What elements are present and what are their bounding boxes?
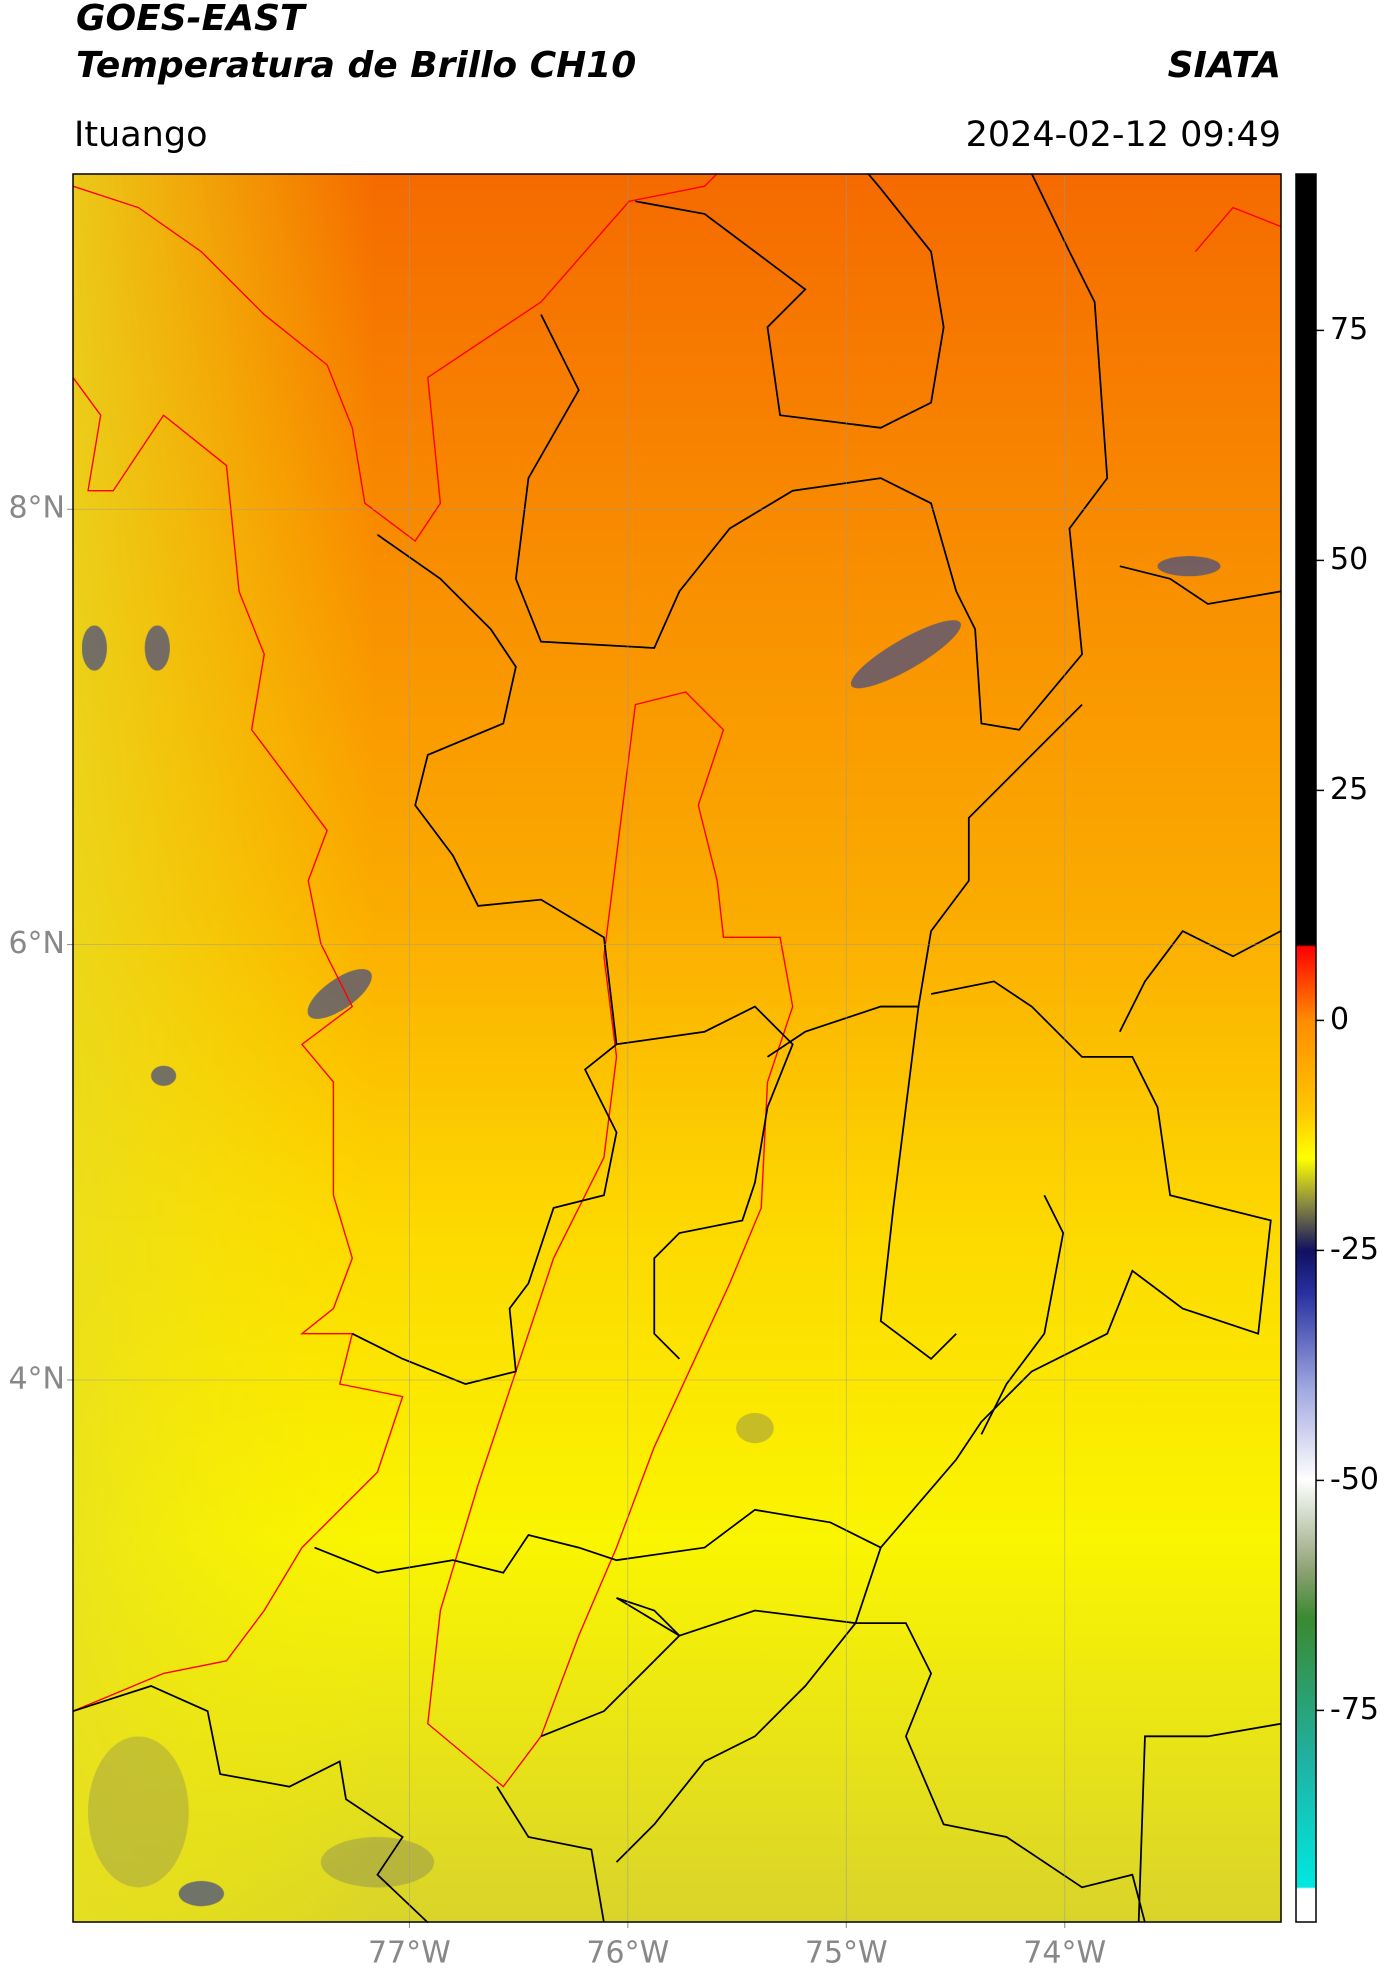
y-tick-label: 8°N <box>8 491 65 526</box>
colorbar-label: -50 <box>1330 1462 1379 1497</box>
map-image <box>72 173 1282 1924</box>
colorbar-label: 75 <box>1330 312 1368 347</box>
colorbar-label: 25 <box>1330 772 1368 807</box>
colorbar-label: 50 <box>1330 542 1368 577</box>
colorbar-label: -75 <box>1330 1692 1379 1727</box>
x-tick-label: 75°W <box>805 1936 888 1971</box>
location: Ituango <box>74 115 208 155</box>
subtitle: Temperatura de Brillo CH10 <box>76 45 636 86</box>
brand: SIATA <box>1168 45 1281 86</box>
colorbar <box>1295 173 1317 1923</box>
x-tick-label: 77°W <box>368 1936 451 1971</box>
y-tick-label: 4°N <box>8 1361 65 1396</box>
x-tick-label: 74°W <box>1023 1936 1106 1971</box>
colorbar-label: -25 <box>1330 1232 1379 1267</box>
datetime: 2024-02-12 09:49 <box>966 115 1281 155</box>
map-frame <box>72 173 1282 1923</box>
x-tick-label: 76°W <box>586 1936 669 1971</box>
y-tick-label: 6°N <box>8 926 65 961</box>
title: GOES-EAST <box>76 0 307 39</box>
colorbar-label: 0 <box>1330 1002 1349 1037</box>
